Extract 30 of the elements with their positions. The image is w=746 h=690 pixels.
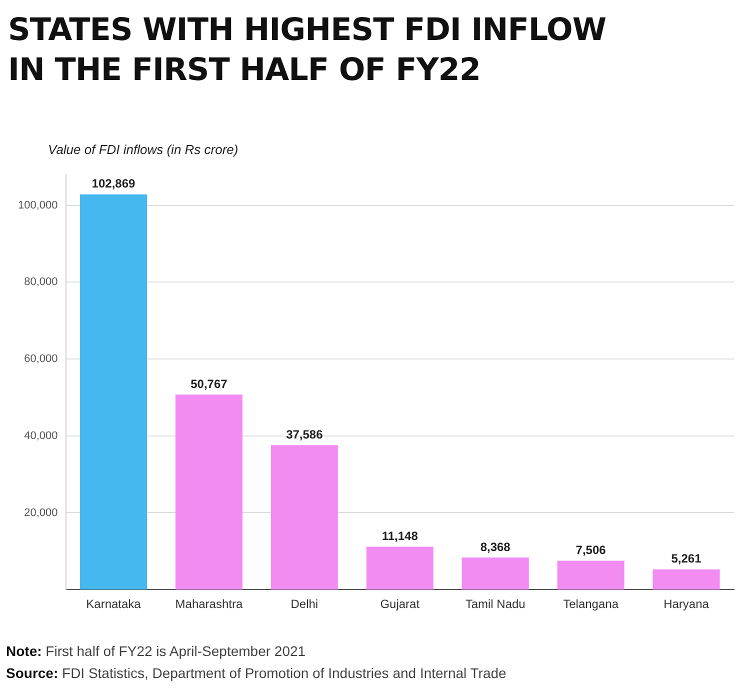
x-tick-label: Delhi <box>290 597 318 612</box>
data-label: 5,261 <box>671 552 702 566</box>
data-label: 37,586 <box>286 427 324 442</box>
chart-title: STATES WITH HIGHEST FDI INFLOW IN THE FIRST HALF OF FY22 <box>8 11 608 90</box>
x-tick-label: Telangana <box>563 597 619 612</box>
y-tick-label: 40,000 <box>24 430 58 442</box>
x-tick-label: Tamil Nadu <box>465 597 526 612</box>
data-label: 50,767 <box>190 376 228 391</box>
bar <box>80 194 147 590</box>
x-tick-label: Karnataka <box>86 597 142 612</box>
y-axis-title: Value of FDI inflows (in Rs crore) <box>48 142 238 157</box>
x-tick-label: Haryana <box>664 597 710 612</box>
bar <box>462 557 529 590</box>
y-tick-label: 80,000 <box>24 276 58 288</box>
y-tick-label: 20,000 <box>24 506 58 519</box>
data-label: 7,506 <box>576 543 606 558</box>
bar <box>175 394 242 590</box>
bar <box>652 569 720 590</box>
bar <box>270 445 338 590</box>
bar <box>557 560 624 590</box>
data-label: 11,148 <box>382 529 418 544</box>
y-tick-label: 100,000 <box>18 199 58 212</box>
data-label: 102,869 <box>92 176 136 191</box>
data-label: 8,368 <box>480 540 511 554</box>
text: Note: First half of FY22 is April-September 2021 <box>6 642 307 661</box>
y-tick-label: 60,000 <box>24 353 58 366</box>
bar <box>366 546 434 590</box>
source-note: Source: FDI Statistics, Department of Promotion of Industries and Internal Trade <box>6 664 506 683</box>
x-tick-label: Gujarat <box>380 597 420 612</box>
x-tick-label: Maharashtra <box>175 597 243 612</box>
